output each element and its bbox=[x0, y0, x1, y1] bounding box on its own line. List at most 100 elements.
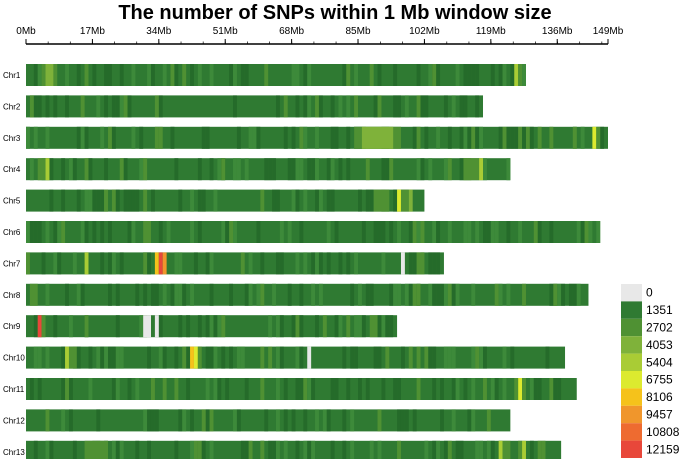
snp-window bbox=[358, 315, 362, 338]
snp-window bbox=[108, 346, 112, 369]
snp-window bbox=[326, 409, 331, 432]
snp-window bbox=[600, 126, 605, 149]
snp-window bbox=[37, 158, 50, 181]
snp-window bbox=[393, 283, 398, 306]
snp-window bbox=[303, 440, 308, 459]
snp-window bbox=[162, 252, 167, 275]
snp-window bbox=[295, 158, 300, 181]
snp-window bbox=[197, 158, 202, 181]
snp-window bbox=[315, 252, 319, 275]
snp-window bbox=[475, 95, 480, 118]
snp-window bbox=[233, 95, 237, 118]
snp-window bbox=[557, 283, 562, 306]
snp-window bbox=[307, 346, 312, 369]
snp-window bbox=[443, 158, 448, 181]
snp-window bbox=[248, 252, 253, 275]
x-tick-label: 149Mb bbox=[593, 26, 624, 37]
snp-window bbox=[61, 221, 66, 243]
snp-window bbox=[170, 283, 175, 306]
snp-window bbox=[37, 346, 42, 369]
snp-window bbox=[295, 440, 300, 459]
snp-window bbox=[76, 126, 81, 149]
legend-label: 10808 bbox=[646, 425, 680, 439]
snp-window bbox=[275, 315, 280, 338]
snp-window bbox=[260, 346, 265, 369]
snp-window bbox=[65, 64, 69, 86]
snp-window bbox=[451, 95, 456, 118]
snp-window bbox=[186, 378, 191, 400]
snp-window bbox=[283, 95, 288, 118]
snp-window bbox=[123, 189, 128, 212]
snp-window bbox=[135, 189, 140, 212]
snp-window bbox=[33, 346, 38, 369]
snp-window bbox=[447, 283, 452, 306]
snp-window bbox=[330, 440, 335, 459]
chromosome-label: Chr10 bbox=[3, 354, 25, 363]
snp-window bbox=[385, 346, 390, 369]
chromosome-tracks: Chr1 Chr2 Chr3 Chr4 Chr5 Chr6 Chr7 Chr8 Chr9 Chr1… bbox=[3, 64, 608, 459]
snp-window bbox=[592, 126, 597, 149]
snp-window bbox=[174, 440, 179, 459]
snp-window bbox=[315, 95, 319, 118]
snp-window bbox=[412, 221, 417, 243]
snp-window bbox=[201, 189, 206, 212]
snp-window bbox=[412, 409, 417, 432]
snp-window bbox=[455, 440, 460, 459]
legend-label: 6755 bbox=[646, 373, 673, 387]
snp-window bbox=[393, 95, 398, 118]
snp-window bbox=[197, 346, 202, 369]
snp-window bbox=[514, 126, 519, 149]
snp-window bbox=[174, 252, 179, 275]
snp-window bbox=[229, 283, 234, 306]
snp-window bbox=[197, 64, 202, 86]
snp-window bbox=[373, 221, 378, 243]
snp-window bbox=[213, 315, 218, 338]
snp-window bbox=[221, 315, 226, 338]
snp-window bbox=[373, 95, 378, 118]
snp-window bbox=[154, 315, 159, 338]
snp-window bbox=[283, 126, 288, 149]
snp-window bbox=[111, 95, 116, 118]
snp-window bbox=[428, 158, 433, 181]
snp-window bbox=[61, 378, 66, 400]
snp-window bbox=[365, 158, 370, 181]
snp-window bbox=[158, 315, 163, 338]
snp-window bbox=[397, 378, 401, 400]
snp-window bbox=[518, 378, 523, 400]
snp-window bbox=[451, 346, 456, 369]
snp-window bbox=[260, 378, 265, 400]
snp-window bbox=[334, 221, 339, 243]
snp-window bbox=[432, 252, 437, 275]
snp-window bbox=[229, 346, 234, 369]
snp-window bbox=[209, 346, 214, 369]
snp-window bbox=[537, 221, 542, 243]
chromosome-label: Chr4 bbox=[3, 165, 21, 174]
snp-window bbox=[205, 346, 210, 369]
snp-window bbox=[108, 283, 112, 306]
snp-window bbox=[37, 95, 42, 118]
snp-window bbox=[479, 126, 484, 149]
snp-window bbox=[88, 158, 93, 181]
snp-window bbox=[514, 64, 519, 86]
snp-window bbox=[57, 221, 62, 243]
snp-window bbox=[119, 95, 124, 118]
snp-window bbox=[248, 126, 253, 149]
snp-window bbox=[463, 221, 468, 243]
snp-window bbox=[26, 221, 30, 243]
snp-window bbox=[311, 378, 316, 400]
snp-window bbox=[295, 315, 300, 338]
snp-window bbox=[475, 64, 480, 86]
snp-window bbox=[178, 189, 183, 212]
snp-window bbox=[100, 252, 105, 275]
snp-window bbox=[377, 64, 382, 86]
snp-window bbox=[338, 95, 343, 118]
snp-window bbox=[346, 126, 351, 149]
snp-window bbox=[61, 158, 66, 181]
snp-window bbox=[522, 378, 526, 400]
snp-window bbox=[307, 378, 312, 400]
snp-window bbox=[252, 126, 257, 149]
snp-window bbox=[279, 221, 284, 243]
snp-window bbox=[291, 315, 296, 338]
snp-window bbox=[389, 221, 394, 243]
